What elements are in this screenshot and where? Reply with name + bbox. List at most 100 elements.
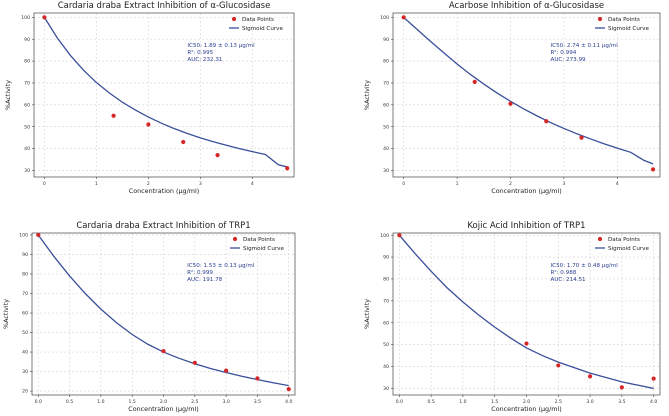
x-tick-label: 1 — [95, 181, 98, 187]
x-tick-label: 0.0 — [35, 399, 42, 405]
x-tick-label: 1.0 — [97, 399, 104, 405]
legend-marker-data-points — [597, 236, 603, 242]
y-tick-label: 70 — [22, 291, 28, 297]
fit-statistic-text: IC50: 2.74 ± 0.11 μg/ml — [551, 43, 619, 49]
x-tick-label: 3.5 — [618, 399, 625, 405]
y-tick-label: 100 — [21, 15, 30, 21]
legend-label-data-points: Data Points — [608, 17, 640, 23]
x-tick-label: 1.0 — [459, 399, 466, 405]
legend-marker-data-points — [232, 236, 238, 242]
plot-frame — [392, 12, 661, 178]
data-point — [472, 79, 477, 84]
x-tick-label: 0.5 — [66, 399, 73, 405]
data-point — [587, 374, 593, 379]
y-tick-label: 80 — [383, 59, 389, 65]
y-tick-label: 40 — [22, 350, 28, 356]
y-tick-label: 100 — [380, 233, 389, 239]
x-tick-label: 2 — [509, 181, 512, 187]
chart-title: Cardaria draba Extract Inhibition of α-G… — [58, 1, 271, 11]
data-point — [161, 348, 166, 354]
x-axis-label: Concentration (μg/ml) — [129, 187, 200, 195]
x-axis-label: Concentration (μg/ml) — [128, 405, 199, 413]
data-point — [401, 15, 406, 20]
x-tick-label: 0 — [43, 181, 46, 187]
y-tick-label: 60 — [383, 102, 389, 108]
chart-title: Acarbose Inhibition of α-Glucosidase — [449, 1, 604, 11]
y-tick-label: 50 — [383, 342, 389, 348]
x-tick-label: 4.0 — [650, 399, 657, 405]
x-axis-label: Concentration (μg/ml) — [491, 405, 562, 413]
data-point — [215, 153, 220, 158]
chart-title: Cardaria draba Extract Inhibition of TRP… — [76, 221, 250, 231]
y-tick-label: 40 — [24, 146, 30, 152]
y-tick-label: 40 — [383, 364, 389, 370]
y-tick-label: 70 — [383, 81, 389, 87]
x-tick-label: 1 — [456, 181, 459, 187]
y-tick-label: 90 — [24, 37, 30, 43]
x-tick-label: 3 — [562, 181, 565, 187]
x-tick-label: 1.5 — [491, 399, 498, 405]
x-tick-label: 0.0 — [396, 399, 403, 405]
sigmoid-curve-line — [403, 16, 654, 165]
plot-frame — [31, 232, 296, 396]
y-tick-label: 60 — [24, 102, 30, 108]
legend-label-data-points: Data Points — [608, 237, 640, 243]
data-point — [397, 233, 402, 238]
x-tick-label: 4 — [251, 181, 254, 187]
y-tick-label: 30 — [24, 168, 30, 174]
data-point — [544, 119, 549, 124]
y-tick-label: 50 — [22, 330, 28, 336]
legend-label-sigmoid-curve: Sigmoid Curve — [608, 246, 649, 252]
y-tick-label: 50 — [383, 124, 389, 130]
legend-label-data-points: Data Points — [243, 237, 275, 243]
data-point — [556, 363, 561, 368]
fit-statistic-text: AUC: 191.78 — [187, 277, 223, 283]
x-tick-label: 4.0 — [285, 399, 292, 405]
x-tick-label: 3.0 — [222, 399, 229, 405]
y-axis-label: %Activity — [363, 299, 371, 329]
y-axis-label: %Activity — [4, 80, 12, 110]
plot-frame — [33, 12, 295, 178]
x-tick-label: 3 — [199, 181, 202, 187]
data-point — [192, 360, 197, 365]
data-point — [650, 167, 656, 172]
data-point — [42, 15, 47, 20]
data-point — [224, 368, 229, 373]
x-tick-label: 2.5 — [191, 399, 198, 405]
panel-alpha-glucosidase-acarbose: 0 1 2 3 4 30 40 50 60 70 80 90 100 Acarbose Inhibitio… — [363, 1, 661, 195]
fit-statistic-text: R²: 0.999 — [187, 269, 213, 276]
data-point — [651, 376, 656, 381]
y-tick-label: 100 — [380, 15, 389, 21]
y-tick-label: 90 — [383, 255, 389, 261]
data-point — [181, 139, 186, 145]
legend-marker-data-points — [231, 16, 237, 22]
panel-trp1-kojic-acid: 0.0 0.5 1.0 1.5 2.0 2.5 3.0 3.5 4.0 30 40 50 60 70 80 9… — [363, 221, 661, 413]
y-axis-label: %Activity — [363, 80, 371, 110]
y-tick-label: 60 — [383, 320, 389, 326]
data-point — [619, 385, 624, 390]
legend-label-sigmoid-curve: Sigmoid Curve — [242, 26, 283, 32]
y-tick-label: 80 — [383, 277, 389, 283]
panel-alpha-glucosidase-cardaria-draba: 0 1 2 3 4 30 40 50 60 70 80 90 100 Cardaria draba Ext… — [4, 1, 295, 195]
fit-statistic-text: AUC: 214.51 — [551, 277, 587, 283]
data-point — [579, 135, 584, 140]
x-tick-label: 4 — [616, 181, 619, 187]
chart-title: Kojic Acid Inhibition of TRP1 — [467, 221, 585, 231]
data-point — [111, 113, 116, 118]
legend-label-sigmoid-curve: Sigmoid Curve — [608, 26, 649, 32]
y-tick-label: 40 — [383, 146, 389, 152]
y-tick-label: 90 — [22, 252, 28, 258]
y-tick-label: 30 — [22, 369, 28, 375]
panel-trp1-cardaria-draba: 0.0 0.5 1.0 1.5 2.0 2.5 3.0 3.5 4.0 20 30 40 50 60 70 8… — [2, 221, 296, 413]
legend-marker-data-points — [597, 16, 603, 22]
fit-statistic-text: AUC: 273.99 — [551, 57, 587, 63]
x-tick-label: 0.5 — [427, 399, 434, 405]
x-tick-label: 2 — [147, 181, 150, 187]
x-tick-label: 3.0 — [586, 399, 593, 405]
y-tick-label: 70 — [383, 298, 389, 304]
legend-label-data-points: Data Points — [242, 17, 274, 23]
data-point — [285, 166, 290, 171]
fit-statistic-text: R²: 0.994 — [551, 49, 577, 56]
fit-statistic-text: IC50: 1.70 ± 0.48 μg/ml — [551, 263, 619, 269]
data-point — [508, 101, 513, 106]
